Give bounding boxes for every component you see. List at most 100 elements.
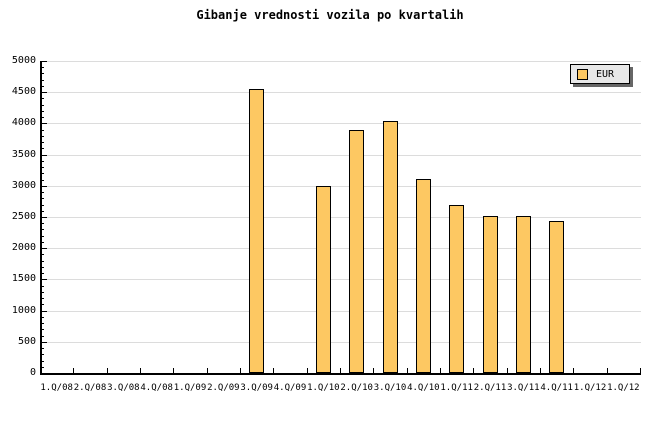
bar [549,221,565,373]
bar [482,215,498,373]
y-axis-minor-tick [40,142,44,144]
chart-title: Gibanje vrednosti vozila po kvartalih [196,8,464,22]
y-axis-minor-tick [40,67,44,69]
x-axis-label: 4.Q/09 [273,383,307,393]
legend-label: EUR [596,68,615,80]
x-axis-label: 3.Q/08 [107,383,140,393]
y-axis-minor-tick [40,323,44,325]
y-axis-label: 1000 [11,304,36,316]
y-axis-minor-tick [40,167,44,169]
bar [515,215,531,373]
x-axis-label: 1.Q/10 [307,383,340,393]
y-axis-tick [40,61,47,62]
x-axis-label: 2.Q/11 [473,383,507,393]
x-axis-tick [306,368,308,373]
y-axis-label: 2000 [11,242,36,254]
gridline [42,123,641,125]
x-axis-tick [606,368,608,373]
y-axis-label: 0 [29,367,36,378]
x-axis-label: 1.Q/11 [440,383,473,393]
bar [415,178,431,373]
x-axis-label: 1.Q/09 [173,383,207,393]
y-axis-minor-tick [40,335,44,337]
gridline [42,92,641,94]
y-axis-minor-tick [40,135,44,137]
x-axis-tick [406,368,408,373]
legend: EUR [570,64,630,84]
gridline [42,185,641,187]
gridline [42,279,641,281]
x-axis-tick [440,368,441,373]
x-axis-label: 3.Q/11 [507,383,540,393]
y-axis-label: 3500 [11,148,36,160]
gridline [42,154,641,156]
x-axis-line [40,373,641,375]
gridline [42,217,641,218]
x-axis-tick [473,368,475,373]
y-axis-minor-tick [40,304,44,306]
x-axis-tick [106,368,108,373]
gridline [42,341,641,343]
x-axis-label: 2.Q/08 [73,383,107,393]
y-axis-minor-tick [40,179,44,181]
y-axis-minor-tick [40,210,44,212]
y-axis-tick [40,341,47,343]
y-axis-minor-tick [40,129,44,131]
y-axis-tick [40,154,47,156]
y-axis-minor-tick [40,298,44,300]
gridline [42,61,641,62]
y-axis-label: 500 [17,335,36,347]
y-axis-minor-tick [40,285,44,287]
x-axis-label: 3.Q/10 [373,383,407,393]
x-axis-label: 1.Q/12 [573,383,607,393]
legend-swatch-icon [577,68,588,80]
bar [449,204,465,373]
y-axis-label: 1500 [11,273,36,285]
y-axis-minor-tick [40,117,44,119]
gridline [42,310,641,312]
y-axis-tick [40,248,47,250]
gridline [42,248,641,250]
x-axis-tick [73,368,75,373]
y-axis-minor-tick [40,73,44,75]
x-axis-tick [273,368,275,373]
y-axis-minor-tick [40,148,44,150]
y-axis-tick [40,310,47,312]
y-axis-minor-tick [40,254,44,256]
y-axis-minor-tick [40,204,44,206]
y-axis-minor-tick [40,160,44,162]
x-axis-tick [173,368,175,373]
y-axis-minor-tick [40,291,44,293]
y-axis-minor-tick [40,266,44,268]
x-axis-tick [240,368,241,373]
y-axis-label: 4000 [11,117,36,129]
y-axis-minor-tick [40,85,44,87]
y-axis-tick [40,217,47,218]
y-axis-label: 5000 [11,55,36,66]
x-axis-tick [573,368,575,373]
y-axis-minor-tick [40,354,44,356]
y-axis-minor-tick [40,348,44,350]
y-axis-minor-tick [40,192,44,194]
x-axis-label: 1.Q/08 [40,383,73,393]
y-axis-minor-tick [40,79,44,81]
y-axis-minor-tick [40,329,44,331]
x-axis-label: 4.Q/11 [540,383,573,393]
x-axis-label: 1.Q/12 [607,383,640,393]
y-axis-tick [40,185,47,187]
y-axis-minor-tick [40,366,44,368]
y-axis-minor-tick [40,260,44,262]
y-axis-minor-tick [40,173,44,175]
y-axis-minor-tick [40,229,44,231]
x-axis-label: 2.Q/10 [340,383,373,393]
y-axis-label: 2500 [11,211,36,222]
y-axis-minor-tick [40,273,44,275]
y-axis-minor-tick [40,198,44,200]
x-axis-tick [206,368,208,373]
y-axis-line [40,61,42,375]
y-axis-tick [40,279,47,281]
y-axis-tick [40,123,47,125]
bar [249,89,265,373]
x-axis-tick [140,368,141,373]
bar [315,185,331,373]
